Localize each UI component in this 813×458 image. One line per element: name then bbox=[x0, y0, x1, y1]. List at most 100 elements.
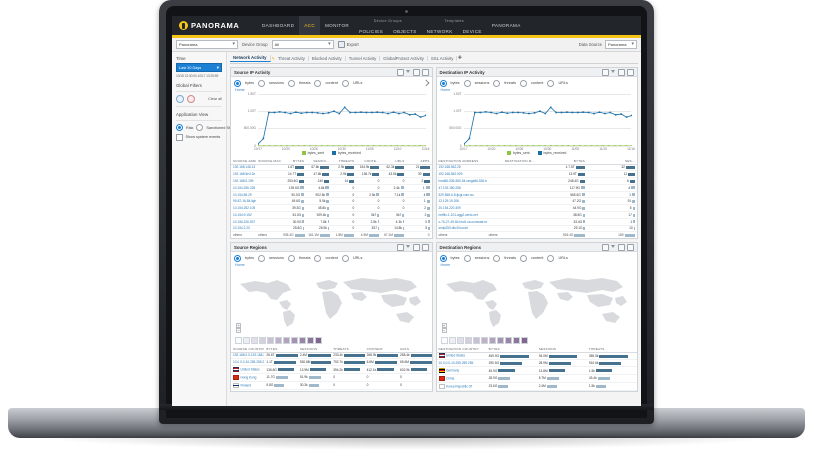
radio-content[interactable] bbox=[519, 254, 527, 262]
radio-content[interactable] bbox=[314, 79, 322, 87]
table-row[interactable]: host86-536-550-54.rangs86-536.btcentralp… bbox=[436, 177, 637, 185]
maximize-icon[interactable] bbox=[421, 68, 429, 76]
table-row[interactable]: Germany 45.9G 13.8M 1.5k bbox=[436, 366, 637, 375]
map-zoom-out-button[interactable]: − bbox=[236, 327, 241, 333]
nav-item-network[interactable]: NETWORK bbox=[426, 29, 453, 34]
column-header[interactable]: SOURCE MAC bbox=[256, 157, 282, 165]
layout-icon[interactable] bbox=[618, 68, 625, 76]
maximize-icon[interactable] bbox=[421, 243, 429, 251]
map-zoom-out-button[interactable]: − bbox=[441, 327, 447, 333]
column-header[interactable]: THREATS bbox=[331, 157, 357, 165]
column-header[interactable]: BYTES bbox=[264, 345, 298, 353]
expand-icon[interactable] bbox=[422, 79, 429, 87]
table-row[interactable]: netflix-1-101-agg2.cenic.net 38.5G 17 bbox=[436, 211, 637, 219]
radio-sessions[interactable] bbox=[463, 79, 471, 87]
nav-item-dashboard[interactable]: DASHBOARD bbox=[262, 23, 295, 28]
column-header[interactable]: SES... bbox=[586, 157, 637, 165]
column-header[interactable]: SOURCE COUNTRY bbox=[231, 345, 265, 353]
map-zoom-in-button[interactable]: + bbox=[236, 322, 241, 328]
column-header[interactable]: SESSIONS bbox=[536, 345, 587, 353]
table-row[interactable]: 12.129.19.206 47.2G 91 bbox=[436, 197, 637, 206]
export-icon[interactable] bbox=[396, 68, 404, 76]
remove-filter-icon[interactable] bbox=[187, 95, 195, 103]
table-row[interactable]: Hong Kong 11.7G 51.9k 0 0 0 bbox=[231, 373, 432, 382]
filter-icon[interactable] bbox=[611, 244, 616, 249]
edit-pencil-icon[interactable]: ✎ bbox=[271, 56, 275, 61]
column-header[interactable]: DESTINATION ADDRESS bbox=[436, 157, 487, 165]
table-row[interactable]: 192.168.148.13 1.6T 67.6k 2.9k 154.9k 62.3k 21 bbox=[231, 164, 432, 172]
filter-icon[interactable] bbox=[611, 69, 616, 74]
column-header[interactable]: BYTES bbox=[536, 157, 587, 165]
column-header[interactable]: SOURCE ADDRESS bbox=[231, 157, 257, 165]
filter-icon[interactable] bbox=[405, 244, 411, 249]
clear-all-button[interactable]: Clear all bbox=[208, 97, 222, 101]
radio-urls[interactable] bbox=[547, 79, 555, 87]
table-row[interactable]: smtp250.dbc9.kur.de 29.1G 10 bbox=[436, 225, 637, 233]
data-source-select[interactable]: Panorama ▾ bbox=[605, 39, 637, 50]
column-header[interactable]: DESTINATION M... bbox=[486, 157, 537, 165]
map-zoom-controls[interactable]: + − bbox=[441, 322, 447, 333]
table-row[interactable]: 10.154.2.20 25.8G 26.9k 0 537 14.8k 5 bbox=[231, 225, 432, 233]
column-header[interactable]: DESTINATION COUNTRY bbox=[436, 345, 487, 353]
table-row[interactable]: United States 136.8G 13.9M 394.2k 412.1k 602.… bbox=[231, 365, 432, 374]
export-icon[interactable] bbox=[602, 243, 609, 251]
show-system-events-checkbox[interactable] bbox=[176, 134, 183, 141]
nav-item-objects[interactable]: OBJECTS bbox=[393, 29, 417, 34]
map-zoom-in-button[interactable]: + bbox=[441, 322, 447, 328]
table-row[interactable]: 192.168.562.929 13.9T 11 bbox=[436, 170, 637, 179]
tab-network-activity[interactable]: Network Activity bbox=[230, 55, 271, 62]
column-header[interactable]: BYTES bbox=[486, 345, 537, 353]
export-icon[interactable] bbox=[602, 68, 609, 76]
filter-icon[interactable] bbox=[405, 69, 411, 74]
table-row[interactable]: 192.168.5e3.2e 14.7T 47.8k 2.9k 136.7k 43.5k 3… bbox=[231, 170, 432, 179]
column-header[interactable]: URLS bbox=[381, 157, 407, 165]
radio-urls[interactable] bbox=[341, 254, 349, 262]
nav-item-monitor[interactable]: MONITOR bbox=[325, 23, 350, 28]
radio-bytes[interactable] bbox=[439, 254, 447, 262]
column-header[interactable]: CONTENT bbox=[364, 345, 399, 353]
breadcrumb-home-destination-regions[interactable]: Home bbox=[440, 262, 451, 267]
table-row[interactable]: 10.154.252.105 39.3G 45.8k 0 0 0 2 bbox=[231, 204, 432, 212]
breadcrumb-home-destination-ip[interactable]: Home bbox=[440, 87, 451, 92]
tab-tunnel-activity[interactable]: Tunnel Activity bbox=[346, 56, 381, 61]
table-row[interactable]: United States 459.9G 94.0M 355.5k bbox=[436, 352, 637, 361]
radio-risk[interactable] bbox=[176, 124, 183, 131]
table-row[interactable]: Korea Republic Of 23.6G 2.4M 1.5k bbox=[436, 382, 637, 391]
column-header[interactable]: BYTES bbox=[281, 157, 307, 165]
table-row[interactable]: c-76-27-49-84.hsd1.ca.comcast.net 33.4G 1 bbox=[436, 218, 637, 226]
tab-ssl-activity[interactable]: SSL Activity bbox=[428, 56, 458, 61]
radio-sessions[interactable] bbox=[463, 254, 471, 262]
radio-urls[interactable] bbox=[547, 254, 555, 262]
table-row[interactable]: 47.192.180.258 117.9G 4 bbox=[436, 184, 637, 192]
table-row[interactable]: others others 926.4G 169 bbox=[437, 232, 638, 238]
table-row[interactable]: 192.168.5.199 253.6G 240 14 0 0 2 bbox=[231, 177, 432, 185]
radio-bytes[interactable] bbox=[439, 79, 447, 87]
radio-threats[interactable] bbox=[287, 79, 295, 87]
export-button[interactable]: Export bbox=[337, 41, 359, 48]
layout-icon[interactable] bbox=[412, 68, 420, 76]
export-icon[interactable] bbox=[396, 243, 404, 251]
maximize-icon[interactable] bbox=[627, 68, 634, 76]
column-header[interactable]: CONTE... bbox=[356, 157, 382, 165]
radio-content[interactable] bbox=[314, 254, 322, 262]
nav-item-device[interactable]: DEVICE bbox=[462, 29, 482, 34]
table-row[interactable]: 20.154.220.309 44.9G 5 bbox=[436, 204, 637, 212]
radio-urls[interactable] bbox=[341, 79, 349, 87]
table-row[interactable]: China 28.9G 5.7M 43.4k bbox=[436, 374, 637, 383]
nav-item-panorama[interactable]: PANORAMA bbox=[491, 23, 521, 28]
column-header[interactable]: SESSIONS bbox=[297, 345, 332, 353]
world-map-destination[interactable]: + − bbox=[439, 268, 634, 335]
add-tab-icon[interactable]: ✚ bbox=[457, 55, 462, 61]
table-row[interactable]: 10.0.0.0-10.255.255.255 290.5G 28.9M 910.6k bbox=[436, 359, 637, 368]
radio-threats[interactable] bbox=[287, 254, 295, 262]
radio-bytes[interactable] bbox=[234, 254, 241, 262]
radio-bytes[interactable] bbox=[234, 79, 241, 87]
radio-sessions[interactable] bbox=[258, 79, 266, 87]
radio-content[interactable] bbox=[519, 79, 527, 87]
table-row[interactable]: 192.168.562.25 1.7-5T 32 bbox=[436, 164, 637, 172]
radio-sessions[interactable] bbox=[258, 254, 266, 262]
column-header[interactable]: THREATS bbox=[331, 345, 365, 353]
breadcrumb-home-source-regions[interactable]: Home bbox=[235, 262, 245, 267]
column-header[interactable]: SESSIO... bbox=[306, 157, 332, 165]
radio-sanctioned-state[interactable] bbox=[196, 124, 204, 131]
